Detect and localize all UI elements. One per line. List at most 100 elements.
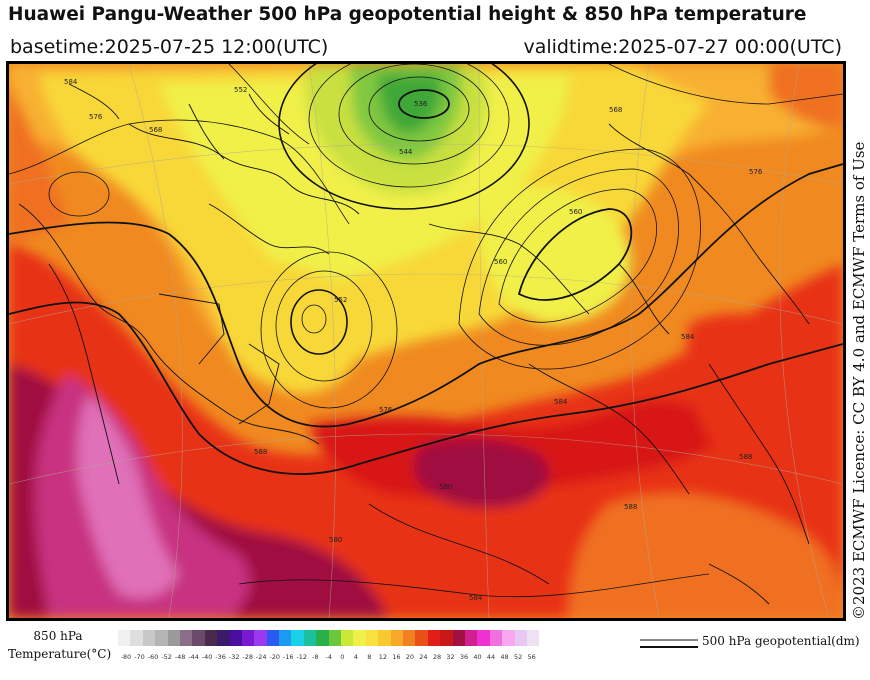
colorbar-swatch (464, 630, 478, 646)
colorbar-tick-label: -28 (242, 653, 253, 661)
colorbar-tick-label: 40 (473, 653, 482, 661)
map-canvas: 584 576 568 552 544 536 552 560 568 560 … (9, 64, 843, 618)
colorbar-swatch (155, 630, 168, 646)
contour-label: 588 (254, 448, 267, 456)
colorbar-swatch (167, 630, 180, 646)
colorbar-tick-label: -24 (255, 653, 267, 661)
weather-map: 584 576 568 552 544 536 552 560 568 560 … (6, 61, 846, 621)
temperature-colorbar (118, 630, 540, 646)
contour-label: 584 (681, 333, 695, 341)
colorbar-swatch (316, 630, 329, 646)
colorbar-swatch (279, 630, 292, 646)
contour-label: 544 (399, 148, 413, 156)
colorbar-tick-label: 8 (367, 653, 372, 661)
colorbar-tick-label: -60 (147, 653, 159, 661)
contour-label: 576 (379, 406, 393, 414)
colorbar-tick-label: -16 (282, 653, 294, 661)
colorbar-tick-label: 44 (486, 653, 496, 661)
contour-label: 584 (469, 594, 483, 602)
colorbar-swatch (241, 630, 255, 646)
contour-label: 576 (749, 168, 763, 176)
contour-label: 560 (569, 208, 582, 216)
colorbar-swatch (303, 630, 317, 646)
temperature-shading (9, 64, 843, 618)
colorbar-tick-label: -32 (228, 653, 240, 661)
contour-legend-lines (640, 639, 698, 648)
colorbar-tick-label: -4 (325, 653, 333, 661)
colorbar-tick-label: -36 (215, 653, 226, 661)
colorbar-swatch (502, 630, 515, 646)
colorbar-tick-label: 32 (446, 653, 455, 661)
colorbar-tick-label: 48 (500, 653, 509, 661)
chart-title: Huawei Pangu-Weather 500 hPa geopotentia… (8, 4, 807, 25)
colorbar-swatch (526, 630, 540, 646)
contour-label: 580 (329, 536, 342, 544)
colorbar-title-line1: 850 hPa (33, 629, 83, 643)
contour-label: 568 (149, 126, 162, 134)
geopotential-contours (9, 64, 843, 598)
contour-legend-label: 500 hPa geopotential(dm) (702, 634, 860, 648)
colorbar-swatch (328, 630, 342, 646)
colorbar-swatch (427, 630, 441, 646)
graticule (9, 64, 843, 618)
contour-label: 568 (609, 106, 622, 114)
colorbar-swatch (440, 630, 453, 646)
colorbar-swatch (341, 630, 354, 646)
colorbar-swatch (217, 630, 230, 646)
colorbar-swatch (402, 630, 416, 646)
contour-labels: 584 576 568 552 544 536 552 560 568 560 … (64, 78, 763, 602)
colorbar-swatch (477, 630, 490, 646)
colorbar-tick-label: 24 (419, 653, 428, 661)
contour-label: 536 (414, 100, 428, 108)
colorbar-tick-label: -40 (201, 653, 213, 661)
contour-label: 552 (334, 296, 347, 304)
colorbar-tick-label: -20 (269, 653, 281, 661)
contour-label: 576 (89, 113, 103, 121)
colorbar-tick-label: 0 (340, 653, 345, 661)
colorbar-swatch (192, 630, 205, 646)
colorbar-swatch (254, 630, 267, 646)
colorbar-tick-label: 20 (405, 653, 415, 661)
colorbar-swatch (179, 630, 193, 646)
colorbar-swatch (353, 630, 366, 646)
colorbar-swatch (365, 630, 379, 646)
colorbar-swatch (452, 630, 465, 646)
colorbar-tick-label: 52 (513, 653, 523, 661)
colorbar-swatch (266, 630, 280, 646)
colorbar-swatch (204, 630, 218, 646)
colorbar-swatch (378, 630, 391, 646)
colorbar-swatch (229, 630, 242, 646)
contour-label: 584 (64, 78, 78, 86)
basetime-label: basetime:2025-07-25 12:00(UTC) (10, 36, 329, 58)
colorbar-swatch (130, 630, 143, 646)
validtime-label: validtime:2025-07-27 00:00(UTC) (523, 36, 842, 58)
colorbar-tick-label: -48 (174, 653, 186, 661)
colorbar-tick-label: -80 (120, 653, 132, 661)
contour-label: 560 (494, 258, 507, 266)
colorbar-tick-label: -44 (188, 653, 199, 661)
colorbar-tick-label: -52 (161, 653, 172, 661)
colorbar-swatch (291, 630, 304, 646)
colorbar-title-line2: Temperature(°C) (8, 647, 112, 661)
contour-label: 588 (739, 453, 752, 461)
colorbar-tick-label: -8 (312, 653, 319, 661)
contour-label: 584 (554, 398, 568, 406)
contour-label: 552 (234, 86, 247, 94)
colorbar-swatch (415, 630, 428, 646)
colorbar-tick-label: 16 (392, 653, 401, 661)
colorbar-swatch (118, 630, 131, 646)
colorbar-swatch (489, 630, 503, 646)
colorbar-tick-label: 4 (353, 653, 358, 661)
colorbar-title: 850 hPa Temperature(°C) (8, 627, 112, 663)
colorbar-tick-label: 56 (527, 653, 536, 661)
contour-label: 588 (624, 503, 637, 511)
colorbar-tick-label: 12 (378, 653, 388, 661)
colorbar-swatch (142, 630, 156, 646)
license-credit: ©2023 ECMWF Licence: CC BY 4.0 and ECMWF… (850, 141, 868, 620)
colorbar-tick-label: 36 (459, 653, 469, 661)
colorbar-tick-label: 28 (432, 653, 442, 661)
colorbar-swatch (514, 630, 527, 646)
colorbar-swatch (390, 630, 403, 646)
contour-label: 580 (439, 483, 452, 491)
colorbar-tick-label: -70 (134, 653, 145, 661)
